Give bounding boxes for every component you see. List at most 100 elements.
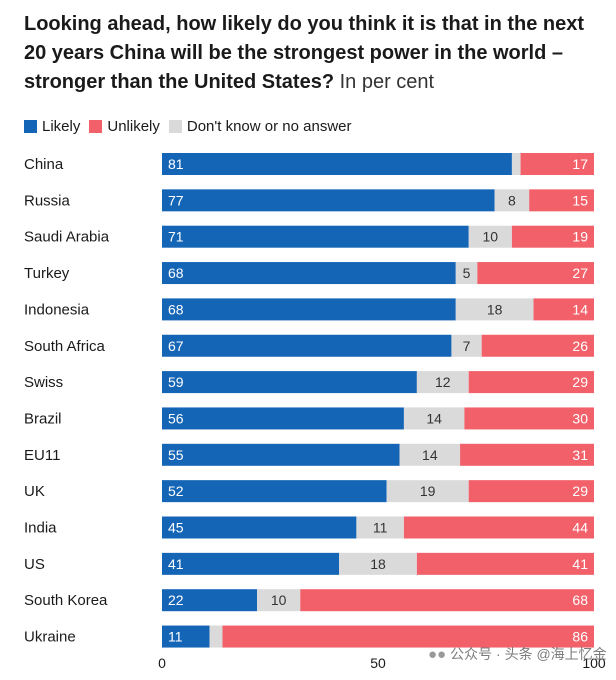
value-label-dont-know: 19	[420, 483, 436, 499]
value-label-unlikely: 26	[572, 338, 588, 354]
legend-item-likely: Likely	[24, 118, 80, 135]
bar-likely	[162, 516, 357, 539]
bar-dont-know	[451, 334, 482, 357]
value-label-dont-know: 10	[271, 592, 287, 608]
watermark-text: 公众号 · 头条 @海上忆金	[450, 646, 607, 662]
value-label-likely: 77	[168, 192, 184, 208]
category-label: Swiss	[24, 374, 63, 391]
value-label-dont-know: 14	[422, 447, 438, 463]
bar-dont-know	[403, 407, 465, 430]
value-label-likely: 52	[168, 483, 184, 499]
legend-item-unlikely: Unlikely	[89, 118, 160, 135]
value-label-unlikely: 29	[572, 483, 588, 499]
value-label-likely: 55	[168, 447, 184, 463]
value-label-likely: 71	[168, 229, 184, 245]
value-label-unlikely: 15	[572, 192, 588, 208]
value-label-likely: 45	[168, 520, 184, 536]
bar-dont-know	[257, 589, 301, 612]
value-label-dont-know: 12	[435, 374, 451, 390]
bar-dont-know	[209, 625, 223, 648]
x-tick-label: 0	[158, 655, 166, 671]
bar-dont-know	[339, 552, 417, 575]
bar-unlikely	[481, 334, 594, 357]
bar-likely	[162, 625, 210, 648]
bar-unlikely	[529, 189, 594, 212]
value-label-dont-know: 10	[483, 229, 499, 245]
category-label: EU11	[24, 447, 60, 464]
bar-unlikely	[403, 516, 594, 539]
value-label-unlikely: 17	[572, 156, 588, 172]
bar-likely	[162, 552, 340, 575]
chart-title: Looking ahead, how likely do you think i…	[24, 10, 604, 97]
category-label: UK	[24, 483, 45, 500]
bar-dont-know	[416, 371, 469, 394]
category-label: India	[24, 520, 57, 537]
bar-unlikely	[300, 589, 594, 612]
wechat-icon: ●●	[428, 645, 447, 663]
legend-swatch-likely	[24, 119, 37, 133]
bar-unlikely	[464, 407, 594, 430]
x-tick-label: 50	[370, 655, 386, 671]
watermark: ●● 公众号 · 头条 @海上忆金	[428, 644, 607, 664]
value-label-dont-know: 8	[508, 192, 516, 208]
category-label: Russia	[24, 192, 71, 209]
bar-likely	[162, 153, 512, 175]
value-label-unlikely: 30	[572, 410, 588, 426]
value-label-likely: 11	[168, 629, 183, 645]
bar-likely	[162, 407, 404, 430]
bar-likely	[162, 334, 452, 357]
legend-swatch-unlikely	[89, 119, 103, 133]
bar-likely	[162, 480, 387, 503]
category-label: US	[24, 556, 45, 573]
bar-dont-know	[386, 480, 469, 503]
legend-label-likely: Likely	[42, 117, 81, 135]
value-label-dont-know: 18	[370, 556, 386, 572]
bar-unlikely	[520, 153, 594, 175]
bar-dont-know	[356, 516, 404, 539]
bar-dont-know	[399, 443, 461, 466]
bar-likely	[162, 225, 469, 248]
legend-item-dont-know: Don't know or no answer	[168, 117, 352, 135]
bar-unlikely	[222, 625, 595, 648]
bar-unlikely	[533, 298, 594, 321]
value-label-likely: 68	[168, 301, 184, 317]
bar-likely	[162, 189, 495, 212]
legend-label-unlikely: Unlikely	[107, 117, 160, 135]
legend: Likely Unlikely Don't know or no answer	[24, 116, 361, 136]
bar-unlikely	[468, 480, 594, 503]
value-label-likely: 56	[168, 410, 184, 426]
bar-unlikely	[460, 443, 594, 466]
category-label: China	[24, 156, 64, 173]
bar-unlikely	[416, 552, 594, 575]
value-label-likely: 67	[168, 338, 184, 354]
value-label-likely: 81	[168, 156, 184, 172]
value-label-likely: 68	[168, 265, 184, 281]
value-label-unlikely: 27	[572, 265, 588, 281]
category-label: South Korea	[24, 592, 108, 609]
chart-title-main: Looking ahead, how likely do you think i…	[24, 13, 585, 93]
legend-swatch-dont-know	[168, 119, 182, 133]
value-label-unlikely: 41	[572, 556, 588, 572]
value-label-unlikely: 29	[572, 374, 588, 390]
category-label: Brazil	[24, 410, 62, 427]
category-label: South Africa	[24, 338, 106, 355]
value-label-dont-know: 18	[487, 301, 503, 317]
x-tick-label: 100	[582, 655, 606, 671]
category-label: Indonesia	[24, 301, 90, 318]
bar-likely	[162, 443, 400, 466]
value-label-unlikely: 19	[572, 229, 588, 245]
value-label-unlikely: 68	[572, 592, 588, 608]
value-label-unlikely: 44	[572, 520, 588, 536]
legend-label-dont-know: Don't know or no answer	[186, 117, 352, 135]
bar-dont-know	[455, 262, 478, 285]
bar-unlikely	[477, 262, 594, 285]
bar-dont-know	[511, 153, 521, 175]
bar-likely	[162, 589, 258, 612]
value-label-unlikely: 86	[572, 629, 588, 645]
category-label: Turkey	[24, 265, 70, 282]
bar-likely	[162, 298, 456, 321]
bar-dont-know	[494, 189, 530, 212]
value-label-dont-know: 5	[463, 265, 471, 281]
value-label-dont-know: 11	[373, 520, 388, 536]
